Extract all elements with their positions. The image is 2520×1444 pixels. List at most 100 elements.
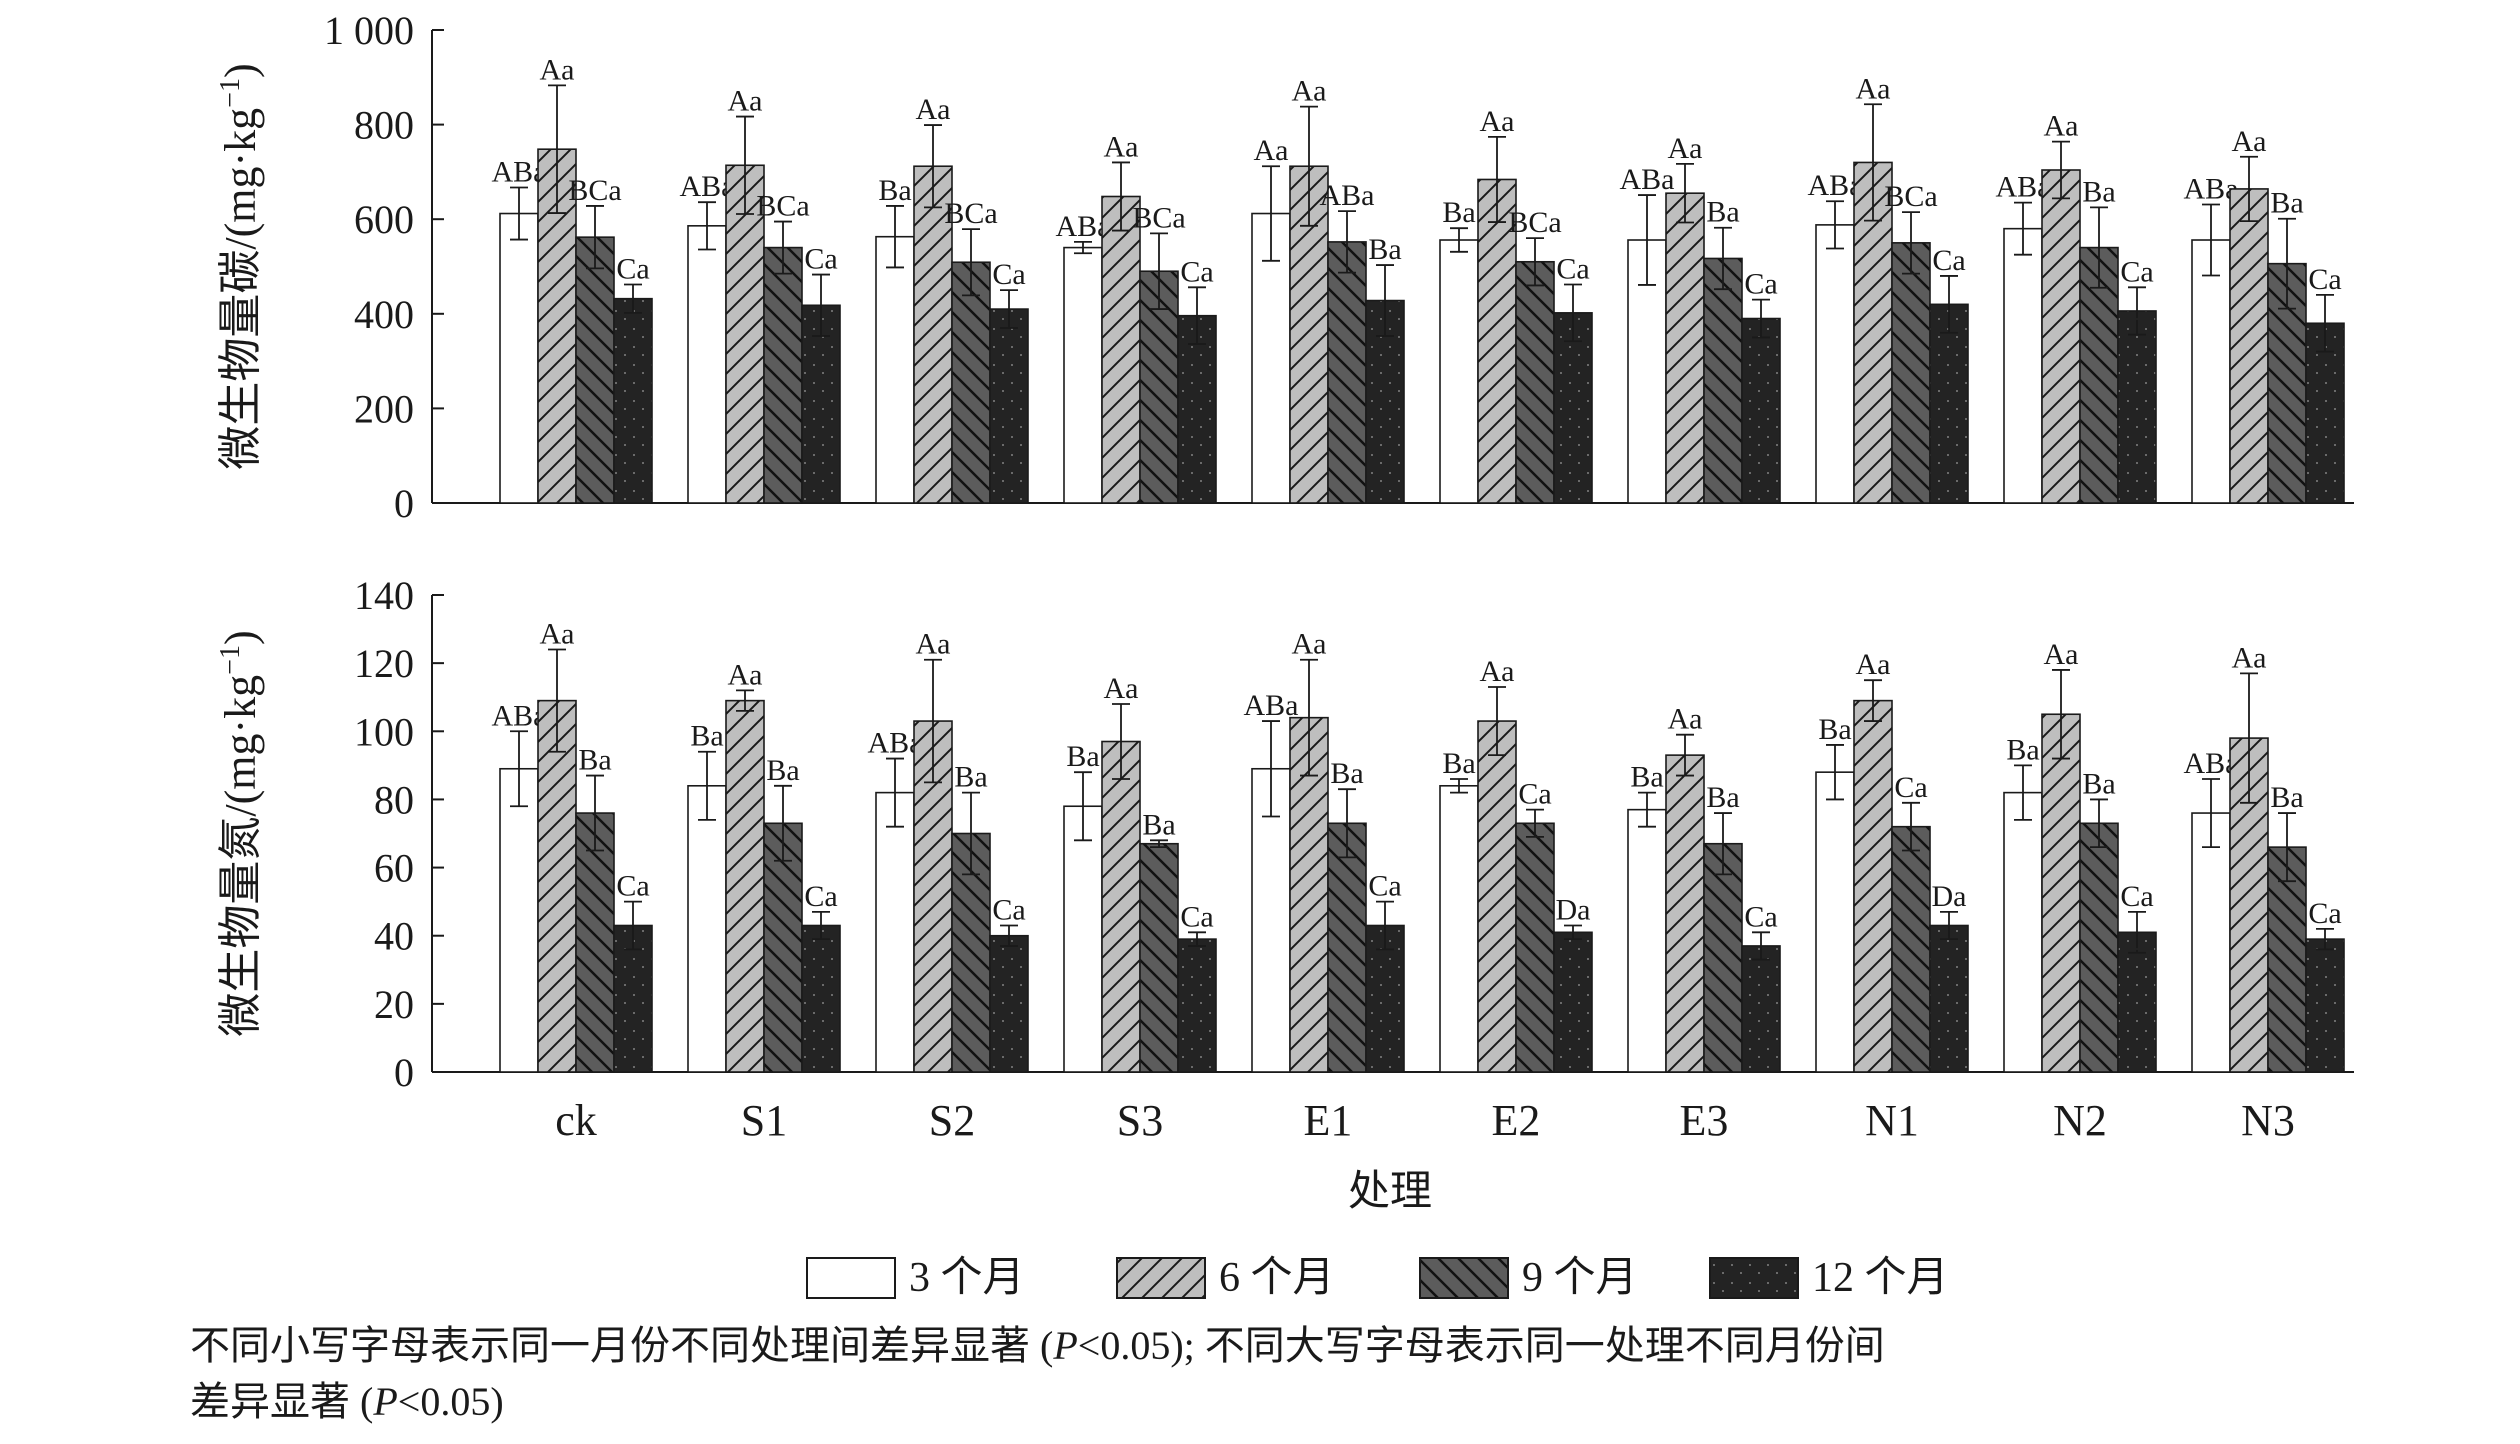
legend-label: 6 个月 [1219, 1255, 1335, 1300]
significance-label: Aa [1856, 648, 1891, 681]
significance-label: Aa [1668, 132, 1703, 165]
x-tick-label: E1 [1304, 1096, 1353, 1145]
significance-label: Ba [1368, 233, 1401, 266]
bar-S2-series-1 [875, 791, 915, 1073]
significance-label: Ba [1706, 781, 1739, 814]
significance-label: Aa [2232, 641, 2267, 674]
bar-N3-series-1 [2191, 812, 2231, 1073]
bar-S1-series-4 [801, 924, 841, 1073]
bar-ck-series-3 [575, 236, 615, 504]
significance-label: Aa [1292, 628, 1327, 661]
y-tick-label: 0 [394, 481, 414, 526]
significance-label: Ca [2120, 255, 2153, 288]
significance-label: Aa [728, 658, 763, 691]
y-axis-title-superscript: −1 [215, 78, 246, 108]
y-tick-label: 800 [354, 103, 414, 148]
x-tick-label: N3 [2241, 1096, 2295, 1145]
significance-label: Aa [1254, 134, 1289, 167]
significance-label: Aa [1480, 105, 1515, 138]
y-tick-label: 140 [354, 573, 414, 618]
bar-E2-series-4 [1553, 312, 1593, 504]
y-tick-label: 0 [394, 1050, 414, 1095]
y-axis-title-close: ) [216, 630, 265, 645]
significance-label: Ba [2270, 187, 2303, 220]
bar-E2-series-3 [1515, 260, 1555, 504]
significance-label: Aa [1668, 703, 1703, 736]
bar-S3-series-1 [1063, 246, 1103, 504]
significance-label: Aa [540, 618, 575, 651]
significance-label: ABa [1320, 179, 1375, 212]
significance-label: Ba [766, 754, 799, 787]
x-tick-label: E3 [1680, 1096, 1729, 1145]
bar-E3-series-4 [1741, 317, 1781, 504]
significance-label: ABa [1620, 163, 1675, 196]
significance-label: Ca [1744, 268, 1777, 301]
significance-label: Ba [954, 761, 987, 794]
bar-S2-series-3 [951, 261, 991, 504]
x-tick-label: E2 [1492, 1096, 1541, 1145]
bar-S2-series-1 [875, 235, 915, 504]
significance-label: Ca [2308, 897, 2341, 930]
bar-S2-series-4 [989, 308, 1029, 504]
significance-label: BCa [944, 197, 997, 230]
bar-E2-series-1 [1439, 784, 1479, 1073]
bar-N1-series-4 [1929, 924, 1969, 1073]
significance-label: Ca [804, 880, 837, 913]
significance-label: Ca [1180, 900, 1213, 933]
bar-N1-series-2 [1853, 699, 1893, 1073]
bar-N2-series-2 [2041, 169, 2081, 504]
bar-S3-series-1 [1063, 805, 1103, 1073]
significance-label: Ca [1518, 778, 1551, 811]
x-tick-label: N1 [1865, 1096, 1919, 1145]
y-axis-title: 微生物量氮/(mg·kg−1) [215, 630, 265, 1036]
y-tick-label: 200 [354, 386, 414, 431]
caption-line-2: 差异显著 (P<0.05) [190, 1379, 504, 1424]
bar-S1-series-3 [763, 822, 803, 1073]
significance-label: Ca [992, 893, 1025, 926]
bar-E3-series-2 [1665, 192, 1705, 504]
significance-label: Ba [2082, 175, 2115, 208]
significance-label: Aa [2044, 110, 2079, 143]
y-tick-label: 120 [354, 641, 414, 686]
significance-label: Ca [616, 252, 649, 285]
significance-label: Ba [690, 720, 723, 753]
bar-ck-series-1 [499, 212, 539, 504]
mbn-panel: 020406080100120140微生物量氮/(mg·kg−1)ABaAaBa… [215, 573, 2354, 1145]
significance-label: Da [1556, 893, 1591, 926]
y-axis-title-superscript: −1 [215, 645, 246, 675]
significance-label: Ca [1932, 244, 1965, 277]
bar-E1-series-1 [1251, 767, 1291, 1073]
bar-N1-series-1 [1815, 224, 1855, 504]
y-tick-label: 100 [354, 709, 414, 754]
bar-S3-series-2 [1101, 195, 1141, 504]
bar-N3-series-4 [2305, 938, 2345, 1073]
significance-label: BCa [568, 174, 621, 207]
bar-E3-series-3 [1703, 842, 1743, 1073]
significance-label: Ba [2082, 767, 2115, 800]
significance-label: Ca [1368, 870, 1401, 903]
significance-label: Aa [2044, 638, 2079, 671]
x-tick-label: ck [555, 1096, 597, 1145]
bar-E3-series-4 [1741, 945, 1781, 1073]
significance-label: Ca [804, 243, 837, 276]
bar-N1-series-3 [1891, 242, 1931, 504]
bar-ck-series-3 [575, 812, 615, 1073]
x-tick-label: S2 [929, 1096, 975, 1145]
bar-N3-series-3 [2267, 846, 2307, 1073]
bar-S1-series-2 [725, 164, 765, 504]
significance-label: Ba [2270, 781, 2303, 814]
bar-N1-series-3 [1891, 825, 1931, 1073]
significance-label: Ca [616, 870, 649, 903]
significance-label: ABa [1244, 689, 1299, 722]
significance-label: Ca [992, 258, 1025, 291]
y-tick-label: 20 [374, 982, 414, 1027]
significance-label: Aa [728, 85, 763, 118]
significance-label: Aa [2232, 125, 2267, 158]
y-tick-label: 600 [354, 197, 414, 242]
y-axis-title-close: ) [216, 63, 265, 78]
significance-label: Ba [1442, 196, 1475, 229]
bar-E3-series-1 [1627, 808, 1667, 1073]
x-tick-label: S3 [1117, 1096, 1163, 1145]
